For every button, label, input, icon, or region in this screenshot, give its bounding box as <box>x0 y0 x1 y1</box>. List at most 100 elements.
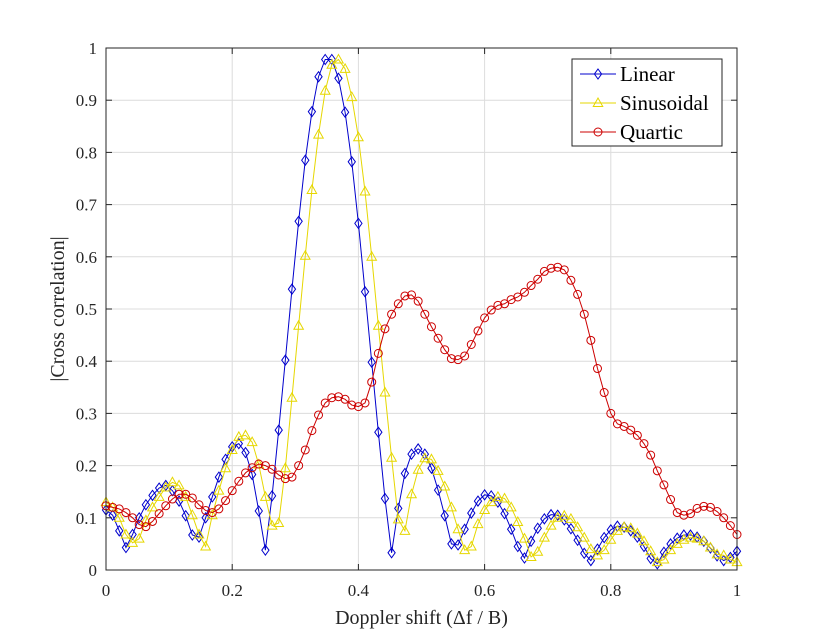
y-tick-label: 1 <box>89 39 98 58</box>
x-tick-label: 0.4 <box>348 581 370 600</box>
sinusoidal-point <box>618 521 630 532</box>
sinusoidal-point <box>698 535 710 546</box>
quartic-point <box>666 495 676 505</box>
x-tick-label: 0.6 <box>474 581 495 600</box>
linear-point <box>440 509 449 522</box>
linear-point <box>340 106 350 119</box>
sinusoidal-point <box>226 443 238 454</box>
sinusoidal-point <box>538 531 550 542</box>
linear-point <box>387 546 396 559</box>
sinusoidal-point <box>133 532 145 543</box>
linear-point <box>540 512 549 525</box>
sinusoidal-point <box>518 532 531 543</box>
quartic-point <box>639 439 649 449</box>
linear-point <box>274 424 283 436</box>
linear-point <box>467 507 476 519</box>
linear-point <box>128 528 137 541</box>
quartic-point <box>300 445 310 455</box>
sinusoidal-point <box>140 514 152 525</box>
linear-point <box>154 482 164 494</box>
sinusoidal-point <box>552 511 564 522</box>
linear-point <box>566 522 576 535</box>
quartic-point <box>546 263 556 273</box>
quartic-point <box>579 309 589 319</box>
quartic-point <box>347 400 357 410</box>
sinusoidal-point <box>173 479 185 490</box>
linear-point <box>473 495 483 507</box>
sinusoidal-point <box>492 490 504 501</box>
x-axis-label: Doppler shift (Δf / B) <box>335 607 508 629</box>
quartic-point <box>460 351 470 361</box>
legend-item-quartic: Quartic <box>580 120 683 144</box>
sinusoidal-point <box>412 463 424 474</box>
sinusoidal-point <box>233 430 245 441</box>
linear-point <box>407 448 416 460</box>
y-tick-label: 0.3 <box>76 404 97 423</box>
y-tick-label: 0.5 <box>76 300 97 319</box>
sinusoidal-point <box>153 490 165 501</box>
sinusoidal-point <box>532 545 544 556</box>
y-tick-label: 0.8 <box>76 143 97 162</box>
linear-point <box>188 529 197 541</box>
linear-point <box>241 446 250 459</box>
linear-point <box>360 285 370 298</box>
sinusoidal-point <box>160 481 172 492</box>
quartic-point <box>420 309 430 319</box>
y-tick-label: 0 <box>89 561 98 580</box>
sinusoidal-point <box>146 501 159 512</box>
y-tick-label: 0.4 <box>76 352 98 371</box>
x-tick-label: 1 <box>733 581 742 600</box>
linear-point <box>374 426 383 439</box>
quartic-point <box>672 508 682 518</box>
sinusoidal-point <box>525 550 537 561</box>
linear-point <box>447 538 456 550</box>
sinusoidal-point <box>166 476 179 487</box>
quartic-point <box>486 305 496 315</box>
quartic-point <box>493 300 503 310</box>
sinusoidal-point <box>625 522 637 533</box>
linear-point <box>526 535 536 548</box>
sinusoidal-point <box>332 53 345 64</box>
quartic-point <box>725 521 735 531</box>
linear-point <box>646 552 655 565</box>
sinusoidal-point <box>213 484 225 495</box>
quartic-point <box>121 508 131 518</box>
linear-point <box>221 453 230 466</box>
sinusoidal-point <box>273 516 285 528</box>
sinusoidal-point <box>472 518 484 529</box>
sinusoidal-point <box>312 128 325 139</box>
linear-point <box>400 467 410 480</box>
quartic-point <box>685 509 695 519</box>
quartic-point <box>214 504 224 514</box>
sinusoidal-point <box>512 515 524 526</box>
quartic-point <box>148 516 158 526</box>
quartic-point <box>294 461 304 471</box>
linear-point <box>427 462 436 475</box>
quartic-point <box>367 377 377 387</box>
linear-point <box>599 531 609 544</box>
linear-point <box>413 443 423 455</box>
quartic-point <box>592 364 602 374</box>
sinusoidal-point <box>359 185 371 196</box>
quartic-point <box>433 333 443 343</box>
linear-point <box>673 532 682 545</box>
sinusoidal-point <box>319 84 331 95</box>
linear-point <box>659 546 669 559</box>
sinusoidal-point <box>246 436 258 447</box>
sinusoidal-point <box>200 540 212 551</box>
quartic-point <box>407 290 417 300</box>
quartic-point <box>373 348 383 358</box>
quartic-point <box>400 291 410 301</box>
legend-label-sinusoidal: Sinusoidal <box>620 91 709 115</box>
sinusoidal-point <box>678 533 690 544</box>
quartic-point <box>413 296 423 306</box>
linear-point <box>294 215 303 228</box>
quartic-point <box>692 503 702 513</box>
sinusoidal-point <box>684 531 697 542</box>
linear-point <box>287 283 297 296</box>
x-tick-label: 0.8 <box>600 581 621 600</box>
linear-point <box>301 154 310 167</box>
x-tick-label: 0 <box>102 581 111 600</box>
sinusoidal-point <box>206 509 218 520</box>
